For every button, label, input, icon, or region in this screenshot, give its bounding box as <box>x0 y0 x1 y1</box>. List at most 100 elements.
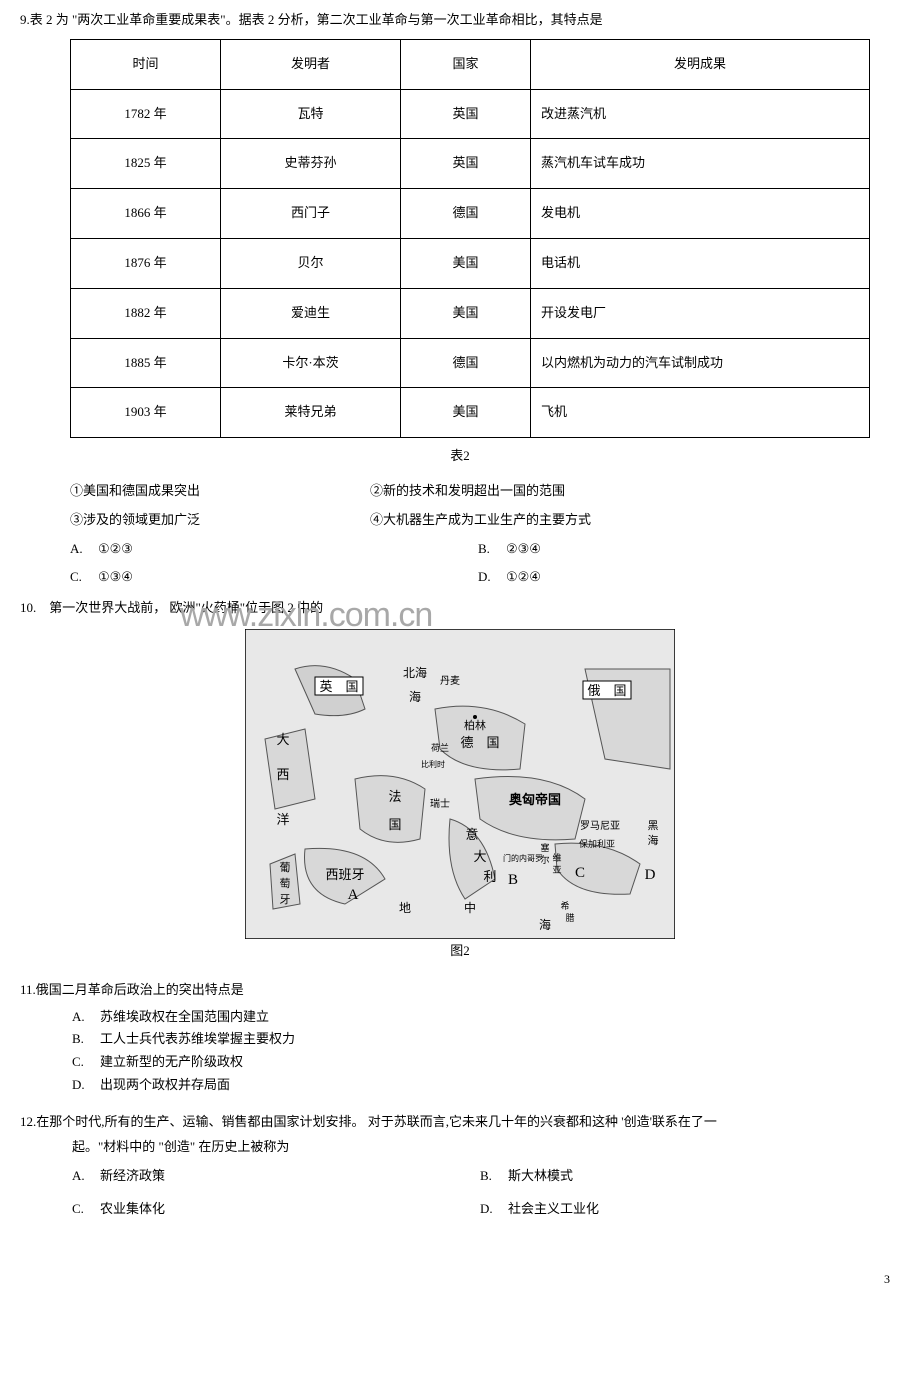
cell: 美国 <box>401 238 531 288</box>
svg-text:黑: 黑 <box>648 819 659 832</box>
svg-text:柏林: 柏林 <box>464 718 486 732</box>
cell: 瓦特 <box>221 89 401 139</box>
q10-intro-container: 10. 第一次世界大战前， 欧洲"火药桶"位于图 2 中的 www.zixin.… <box>20 598 323 619</box>
svg-text:保加利亚: 保加利亚 <box>579 838 615 849</box>
table-row: 1876 年 贝尔 美国 电话机 <box>71 238 870 288</box>
opt-label: D. <box>478 567 506 588</box>
svg-text:萄: 萄 <box>280 877 291 890</box>
table-row: 1782 年 瓦特 英国 改进蒸汽机 <box>71 89 870 139</box>
svg-text:大: 大 <box>473 849 486 864</box>
opt-text: 工人士兵代表苏维埃掌握主要权力 <box>100 1029 295 1050</box>
q9-options: A. ①②③ B. ②③④ C. ①③④ D. ①②④ <box>70 539 900 589</box>
cell: 电话机 <box>531 238 870 288</box>
cell: 以内燃机为动力的汽车试制成功 <box>531 338 870 388</box>
q11-intro: 11.俄国二月革命后政治上的突出特点是 <box>20 980 900 1001</box>
svg-text:海: 海 <box>648 833 659 847</box>
svg-text:中: 中 <box>464 900 476 915</box>
opt-label: D. <box>480 1199 508 1220</box>
cell: 英国 <box>401 89 531 139</box>
cell: 飞机 <box>531 388 870 438</box>
svg-text:西班牙: 西班牙 <box>325 867 364 882</box>
svg-text:牙: 牙 <box>280 894 291 906</box>
opt-label: A. <box>70 539 98 560</box>
table-row: 1903 年 莱特兄弟 美国 飞机 <box>71 388 870 438</box>
opt-text: 农业集体化 <box>100 1199 480 1220</box>
opt-label: B. <box>72 1029 100 1050</box>
svg-text:英 国: 英 国 <box>319 679 358 694</box>
svg-text:利: 利 <box>483 869 496 884</box>
svg-text:希: 希 <box>560 900 569 911</box>
cell: 贝尔 <box>221 238 401 288</box>
opt-text: ②③④ <box>506 539 900 560</box>
opt-text: 苏维埃政权在全国范围内建立 <box>100 1007 269 1028</box>
opt-text: 社会主义工业化 <box>508 1199 900 1220</box>
opt-label: B. <box>480 1166 508 1187</box>
table-row: 1882 年 爱迪生 美国 开设发电厂 <box>71 288 870 338</box>
cell: 改进蒸汽机 <box>531 89 870 139</box>
opt-text: 建立新型的无产阶级政权 <box>100 1052 243 1073</box>
svg-text:地: 地 <box>399 901 411 915</box>
cell: 卡尔·本茨 <box>221 338 401 388</box>
svg-text:海: 海 <box>409 689 421 704</box>
q10-map: 英 国 北海 海 丹麦 俄 国 大 西 洋 柏林 德 国 荷兰 比利时 法 国 … <box>245 629 675 962</box>
cell: 1825 年 <box>71 139 221 189</box>
q9-statements: ①美国和德国成果突出 ②新的技术和发明超出一国的范围 ③涉及的领域更加广泛 ④大… <box>70 481 900 531</box>
th-country: 国家 <box>401 39 531 89</box>
q12-intro-line2: 起。"材料中的 "创造" 在历史上被称为 <box>72 1137 900 1158</box>
cell: 1903 年 <box>71 388 221 438</box>
svg-text:西: 西 <box>276 767 289 782</box>
opt-label: A. <box>72 1166 100 1187</box>
svg-text:腊: 腊 <box>565 913 574 923</box>
cell: 英国 <box>401 139 531 189</box>
svg-text:洋: 洋 <box>276 812 289 827</box>
opt-label: A. <box>72 1007 100 1028</box>
svg-text:门的内哥罗: 门的内哥罗 <box>503 853 543 863</box>
stmt: ②新的技术和发明超出一国的范围 <box>370 481 900 502</box>
q12-intro-line1: 12.在那个时代,所有的生产、运输、销售都由国家计划安排。 对于苏联而言,它未来… <box>20 1110 900 1133</box>
cell: 美国 <box>401 288 531 338</box>
svg-text:罗马尼亚: 罗马尼亚 <box>580 820 620 832</box>
map-caption: 图2 <box>245 941 675 962</box>
cell: 蒸汽机车试车成功 <box>531 139 870 189</box>
svg-text:国: 国 <box>388 817 401 832</box>
stmt: ①美国和德国成果突出 <box>70 481 370 502</box>
opt-text: 斯大林模式 <box>508 1166 900 1187</box>
table-row: 1866 年 西门子 德国 发电机 <box>71 189 870 239</box>
q11-options: A.苏维埃政权在全国范围内建立 B.工人士兵代表苏维埃掌握主要权力 C.建立新型… <box>72 1007 900 1096</box>
svg-text:海: 海 <box>539 917 551 932</box>
q9-intro: 9.表 2 为 "两次工业革命重要成果表"。据表 2 分析，第二次工业革命与第一… <box>20 10 900 31</box>
svg-text:法: 法 <box>388 789 401 804</box>
opt-text: ①②③ <box>98 539 478 560</box>
svg-text:北海: 北海 <box>403 665 427 680</box>
svg-text:大: 大 <box>276 732 289 747</box>
svg-text:塞: 塞 <box>540 842 549 853</box>
map-svg: 英 国 北海 海 丹麦 俄 国 大 西 洋 柏林 德 国 荷兰 比利时 法 国 … <box>245 629 675 939</box>
th-inventor: 发明者 <box>221 39 401 89</box>
q9-table-caption: 表2 <box>20 446 900 467</box>
svg-text:维: 维 <box>552 852 561 863</box>
opt-label: C. <box>72 1199 100 1220</box>
q12-options: A. 新经济政策 B. 斯大林模式 C. 农业集体化 D. 社会主义工业化 <box>72 1166 900 1220</box>
svg-text:A: A <box>348 887 359 903</box>
opt-label: C. <box>70 567 98 588</box>
svg-text:奥匈帝国: 奥匈帝国 <box>509 792 561 807</box>
page-number: 3 <box>20 1270 900 1289</box>
cell: 爱迪生 <box>221 288 401 338</box>
cell: 1866 年 <box>71 189 221 239</box>
svg-text:德 国: 德 国 <box>460 735 499 750</box>
th-result: 发明成果 <box>531 39 870 89</box>
opt-label: C. <box>72 1052 100 1073</box>
svg-text:D: D <box>645 867 656 883</box>
q9-table: 时间 发明者 国家 发明成果 1782 年 瓦特 英国 改进蒸汽机 1825 年… <box>70 39 870 438</box>
svg-text:丹麦: 丹麦 <box>440 675 460 687</box>
cell: 西门子 <box>221 189 401 239</box>
cell: 莱特兄弟 <box>221 388 401 438</box>
svg-text:亚: 亚 <box>552 865 561 875</box>
svg-text:俄 国: 俄 国 <box>587 683 626 698</box>
cell: 1882 年 <box>71 288 221 338</box>
cell: 史蒂芬孙 <box>221 139 401 189</box>
opt-text: ①②④ <box>506 567 900 588</box>
table-row: 1825 年 史蒂芬孙 英国 蒸汽机车试车成功 <box>71 139 870 189</box>
cell: 美国 <box>401 388 531 438</box>
svg-text:B: B <box>508 872 518 888</box>
